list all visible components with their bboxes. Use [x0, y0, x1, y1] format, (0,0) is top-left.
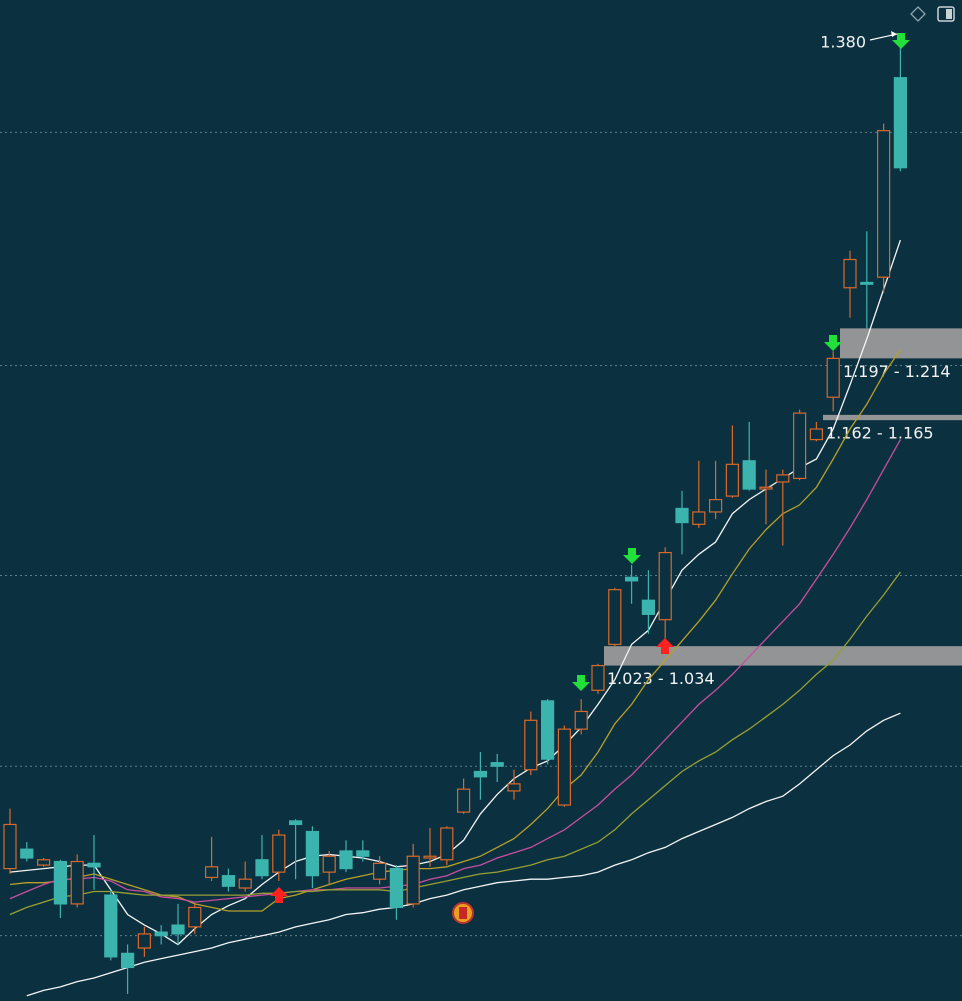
candle-body: [675, 507, 689, 524]
candle-body: [3, 823, 17, 870]
price-zone: [823, 414, 962, 421]
line-layer: [9, 239, 902, 997]
moving-average-line: [9, 349, 901, 912]
candle-body: [809, 428, 824, 441]
sell-signal: [824, 335, 842, 351]
candle-body: [860, 281, 874, 285]
zone-label: 1.162 - 1.165: [826, 424, 934, 443]
candle-body: [708, 499, 723, 513]
candle-body: [339, 850, 353, 870]
candle-body: [876, 130, 891, 278]
candle-body: [557, 728, 572, 806]
arrow-head: [891, 31, 897, 37]
candle-body: [322, 855, 336, 873]
candle-body: [423, 855, 437, 859]
candle-body: [188, 906, 202, 928]
candle-body: [389, 867, 403, 909]
candle-body: [843, 258, 857, 289]
candle-body: [238, 878, 252, 889]
candle-body: [574, 710, 588, 730]
candle-body: [289, 820, 303, 826]
candle-body: [36, 859, 51, 866]
candle-body: [742, 460, 756, 490]
candle-body: [692, 511, 706, 525]
coin-mark: [459, 907, 467, 919]
candle-body: [624, 576, 639, 582]
candle-body: [893, 77, 908, 169]
panel-toggle-fill: [946, 9, 952, 19]
max-label: 1.380: [820, 33, 866, 52]
panel-toggle-icon[interactable]: [937, 6, 955, 22]
sell-signal: [623, 548, 641, 564]
candle-body: [826, 357, 840, 398]
signal-icons: [270, 33, 910, 903]
candle-body: [70, 860, 84, 905]
coin-icon: [452, 902, 474, 924]
zone-layer: 1.023 - 1.034 1.197 - 1.214 1.162 - 1.165: [604, 328, 962, 688]
candle-body: [457, 788, 471, 813]
candle-body: [205, 866, 219, 879]
buy-signal: [656, 638, 674, 654]
candle-body: [373, 862, 387, 880]
candle-body: [87, 862, 101, 868]
candle-body: [608, 589, 622, 645]
candle-layer: [3, 35, 908, 994]
price-zone: [840, 328, 962, 359]
candle-body: [591, 664, 605, 691]
candle-body: [759, 486, 773, 490]
candle-body: [776, 474, 790, 483]
moving-average-line: [9, 571, 901, 916]
candle-body: [406, 855, 420, 905]
candle-body: [120, 952, 135, 969]
draw-tool-icon[interactable]: [910, 6, 926, 22]
candle-body: [221, 875, 235, 887]
candle-body: [490, 762, 504, 767]
candle-body: [524, 719, 538, 771]
candle-body: [540, 700, 555, 760]
candle-body: [473, 770, 487, 778]
buy-signal: [270, 887, 288, 903]
candle-body: [507, 783, 521, 792]
annotation-arrow: [869, 31, 898, 41]
candle-body: [272, 834, 286, 873]
price-zone: [604, 646, 962, 666]
candle-body: [154, 931, 168, 937]
moving-average-line: [9, 439, 901, 903]
candle-body: [53, 860, 68, 905]
sell-signal: [892, 33, 910, 49]
zone-label: 1.197 - 1.214: [843, 362, 951, 381]
candle-body: [137, 933, 151, 949]
candle-body: [725, 463, 740, 497]
candle-body: [440, 827, 454, 861]
candle-body: [641, 599, 656, 615]
sell-signal: [572, 675, 590, 691]
candle-body: [171, 924, 185, 935]
toolbar-icons[interactable]: [910, 6, 955, 22]
candle-body: [104, 894, 118, 958]
candle-body: [356, 850, 370, 857]
moving-average-line: [26, 712, 901, 997]
zone-label: 1.023 - 1.034: [607, 669, 715, 688]
candle-body: [658, 551, 672, 621]
candle-body: [255, 859, 269, 877]
candle-body: [20, 848, 34, 859]
candle-body: [305, 830, 319, 877]
candle-body: [792, 412, 807, 480]
